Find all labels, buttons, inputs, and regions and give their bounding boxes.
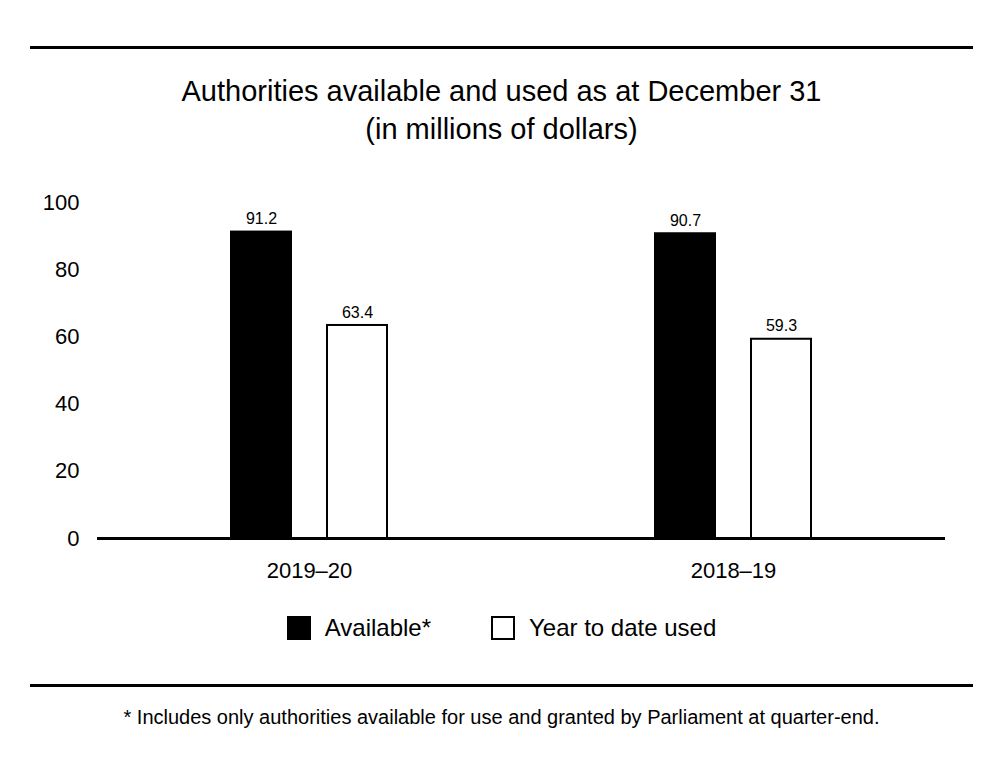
svg-text:20: 20	[55, 458, 79, 483]
svg-text:100: 100	[43, 190, 80, 215]
svg-text:0: 0	[67, 526, 79, 551]
html-text:Authorities available and used: Authorities available and used as at Dec…	[181, 75, 822, 107]
svg-text:59.3: 59.3	[766, 317, 797, 334]
svg-text:80: 80	[55, 257, 79, 282]
svg-text:2019–20: 2019–20	[267, 558, 353, 583]
svg-text:63.4: 63.4	[342, 304, 373, 321]
svg-text:91.2: 91.2	[246, 210, 277, 227]
html-text:Available*: Available*	[324, 614, 431, 641]
html-text:(in millions of dollars): (in millions of dollars)	[365, 113, 638, 145]
svg-text:2018–19: 2018–19	[691, 558, 777, 583]
html-text:Year to date used: Year to date used	[529, 614, 717, 641]
svg-text:90.7: 90.7	[670, 212, 701, 229]
html-text:* Includes only authorities av: * Includes only authorities available fo…	[123, 706, 880, 728]
svg-text:40: 40	[55, 391, 79, 416]
svg-text:60: 60	[55, 324, 79, 349]
